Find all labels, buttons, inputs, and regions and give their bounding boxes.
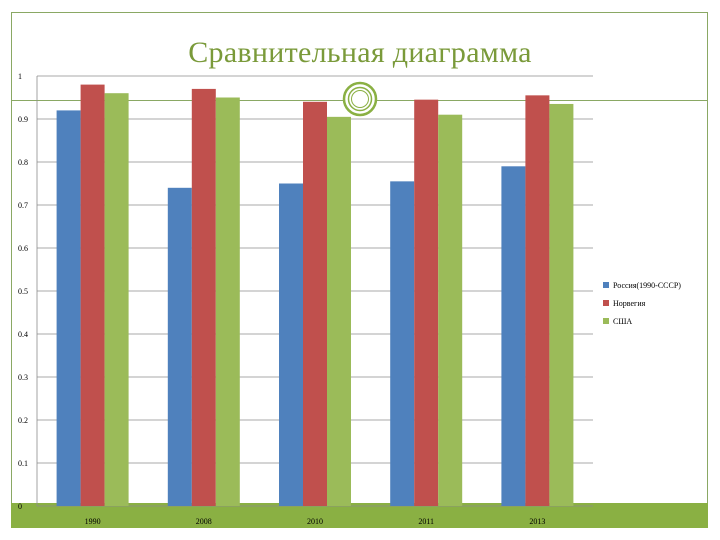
legend-label: Норвегия <box>613 298 646 308</box>
y-tick-label: 0.1 <box>18 459 28 468</box>
bar <box>191 88 216 507</box>
y-tick-label: 0.8 <box>18 158 28 167</box>
legend-item: Россия(1990-СССР) <box>603 276 713 294</box>
y-tick-label: 1 <box>18 72 22 81</box>
bar <box>327 116 351 506</box>
bottom-band <box>11 503 708 528</box>
bar <box>303 101 327 507</box>
bar <box>414 99 439 507</box>
bar <box>390 181 415 506</box>
bar <box>215 97 240 506</box>
bar <box>104 93 129 506</box>
chart-legend: Россия(1990-СССР) Норвегия США <box>603 276 713 330</box>
x-tick-label: 2011 <box>418 517 434 526</box>
legend-item: Норвегия <box>603 294 713 312</box>
y-tick-label: 0.2 <box>18 416 28 425</box>
x-tick-label: 2008 <box>196 517 212 526</box>
y-tick-label: 0.7 <box>18 201 28 210</box>
bar <box>80 84 105 506</box>
bar <box>56 110 81 507</box>
y-tick-label: 0 <box>18 502 22 511</box>
bar <box>549 103 574 506</box>
y-tick-label: 0.4 <box>18 330 28 339</box>
circle-ornament-icon <box>342 81 378 117</box>
legend-label: США <box>613 316 633 326</box>
legend-label: Россия(1990-СССР) <box>613 280 681 290</box>
legend-swatch <box>603 300 609 306</box>
legend-item: США <box>603 312 713 330</box>
bar <box>438 114 463 506</box>
y-tick-label: 0.9 <box>18 115 28 124</box>
bar <box>501 166 526 507</box>
y-tick-label: 0.5 <box>18 287 28 296</box>
y-tick-label: 0.6 <box>18 244 28 253</box>
y-tick-label: 0.3 <box>18 373 28 382</box>
legend-swatch <box>603 318 609 324</box>
bar <box>167 187 192 507</box>
bar <box>279 183 303 506</box>
x-tick-label: 1990 <box>85 517 101 526</box>
legend-swatch <box>603 282 609 288</box>
bar <box>525 95 550 506</box>
slide-title: Сравнительная диаграмма <box>188 36 532 69</box>
x-tick-label: 2013 <box>529 517 545 526</box>
x-tick-label: 2010 <box>307 517 323 526</box>
